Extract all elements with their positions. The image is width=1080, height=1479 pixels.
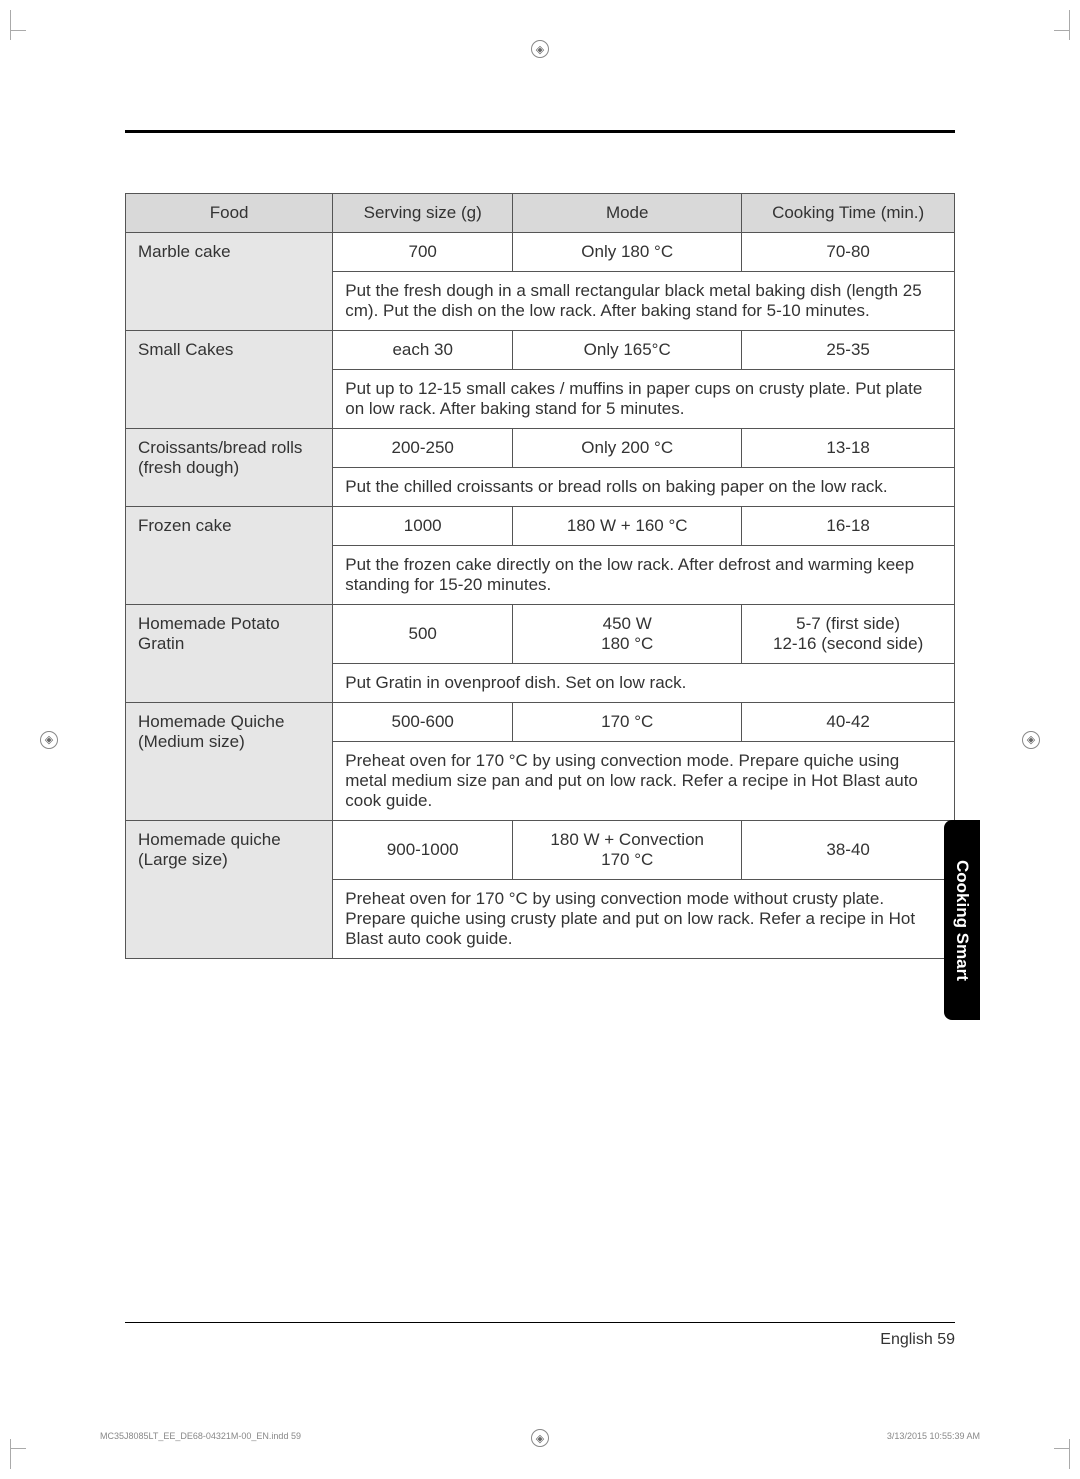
food-name-line1: Homemade Potato [138, 614, 280, 633]
mode-line1: 450 W [603, 614, 652, 633]
serving-cell: each 30 [333, 331, 513, 370]
instruction-cell: Put the chilled croissants or bread roll… [333, 468, 955, 507]
serving-cell: 1000 [333, 507, 513, 546]
food-name: Homemade Potato Gratin [126, 605, 333, 703]
serving-cell: 500 [333, 605, 513, 664]
crop-mark-tr [1040, 10, 1070, 40]
page-footer: English 59 [125, 1322, 955, 1349]
cooking-table: Food Serving size (g) Mode Cooking Time … [125, 193, 955, 959]
time-cell: 38-40 [742, 821, 955, 880]
registration-mark-left [40, 731, 58, 749]
instruction-cell: Preheat oven for 170 °C by using convect… [333, 742, 955, 821]
mode-cell: Only 180 °C [513, 233, 742, 272]
food-name: Marble cake [126, 233, 333, 331]
food-name: Croissants/bread rolls (fresh dough) [126, 429, 333, 507]
table-row: Marble cake 700 Only 180 °C 70-80 [126, 233, 955, 272]
mode-cell: 170 °C [513, 703, 742, 742]
time-line2: 12-16 (second side) [773, 634, 923, 653]
food-name-line1: Homemade quiche [138, 830, 281, 849]
mode-cell: 180 W + 160 °C [513, 507, 742, 546]
serving-cell: 900-1000 [333, 821, 513, 880]
header-serving: Serving size (g) [333, 194, 513, 233]
time-cell: 5-7 (first side) 12-16 (second side) [742, 605, 955, 664]
mode-line2: 170 °C [601, 850, 653, 869]
page-content: Food Serving size (g) Mode Cooking Time … [125, 130, 955, 959]
serving-cell: 700 [333, 233, 513, 272]
food-name-line2: Gratin [138, 634, 184, 653]
table-row: Homemade Quiche (Medium size) 500-600 17… [126, 703, 955, 742]
crop-mark-bl [10, 1439, 40, 1469]
food-name: Small Cakes [126, 331, 333, 429]
header-food: Food [126, 194, 333, 233]
serving-cell: 200-250 [333, 429, 513, 468]
time-cell: 25-35 [742, 331, 955, 370]
table-row: Small Cakes each 30 Only 165°C 25-35 [126, 331, 955, 370]
time-cell: 13-18 [742, 429, 955, 468]
table-header-row: Food Serving size (g) Mode Cooking Time … [126, 194, 955, 233]
food-name-line2: (fresh dough) [138, 458, 239, 477]
instruction-cell: Put the frozen cake directly on the low … [333, 546, 955, 605]
mode-cell: Only 200 °C [513, 429, 742, 468]
time-cell: 16-18 [742, 507, 955, 546]
crop-mark-br [1040, 1439, 1070, 1469]
registration-mark-right [1022, 731, 1040, 749]
instruction-cell: Put the fresh dough in a small rectangul… [333, 272, 955, 331]
instruction-cell: Preheat oven for 170 °C by using convect… [333, 880, 955, 959]
mode-cell: 180 W + Convection 170 °C [513, 821, 742, 880]
food-name-line2: (Medium size) [138, 732, 245, 751]
food-name: Homemade quiche (Large size) [126, 821, 333, 959]
mode-cell: Only 165°C [513, 331, 742, 370]
food-name-line2: (Large size) [138, 850, 228, 869]
header-mode: Mode [513, 194, 742, 233]
side-tab: Cooking Smart [944, 820, 980, 1020]
serving-cell: 500-600 [333, 703, 513, 742]
time-line1: 5-7 (first side) [796, 614, 900, 633]
mode-line1: 180 W + Convection [550, 830, 704, 849]
table-row: Frozen cake 1000 180 W + 160 °C 16-18 [126, 507, 955, 546]
table-row: Croissants/bread rolls (fresh dough) 200… [126, 429, 955, 468]
table-row: Homemade quiche (Large size) 900-1000 18… [126, 821, 955, 880]
time-cell: 40-42 [742, 703, 955, 742]
print-info-bar: MC35J8085LT_EE_DE68-04321M-00_EN.indd 59… [100, 1431, 980, 1441]
instruction-cell: Put Gratin in ovenproof dish. Set on low… [333, 664, 955, 703]
crop-mark-tl [10, 10, 40, 40]
table-row: Homemade Potato Gratin 500 450 W 180 °C … [126, 605, 955, 664]
print-file-info: MC35J8085LT_EE_DE68-04321M-00_EN.indd 59 [100, 1431, 301, 1441]
time-cell: 70-80 [742, 233, 955, 272]
registration-mark-top [531, 40, 549, 58]
food-name-line1: Homemade Quiche [138, 712, 284, 731]
footer-text: English 59 [880, 1331, 955, 1348]
instruction-cell: Put up to 12-15 small cakes / muffins in… [333, 370, 955, 429]
mode-line2: 180 °C [601, 634, 653, 653]
food-name-line1: Croissants/bread rolls [138, 438, 302, 457]
food-name: Homemade Quiche (Medium size) [126, 703, 333, 821]
mode-cell: 450 W 180 °C [513, 605, 742, 664]
food-name: Frozen cake [126, 507, 333, 605]
print-timestamp: 3/13/2015 10:55:39 AM [887, 1431, 980, 1441]
header-time: Cooking Time (min.) [742, 194, 955, 233]
top-rule [125, 130, 955, 133]
